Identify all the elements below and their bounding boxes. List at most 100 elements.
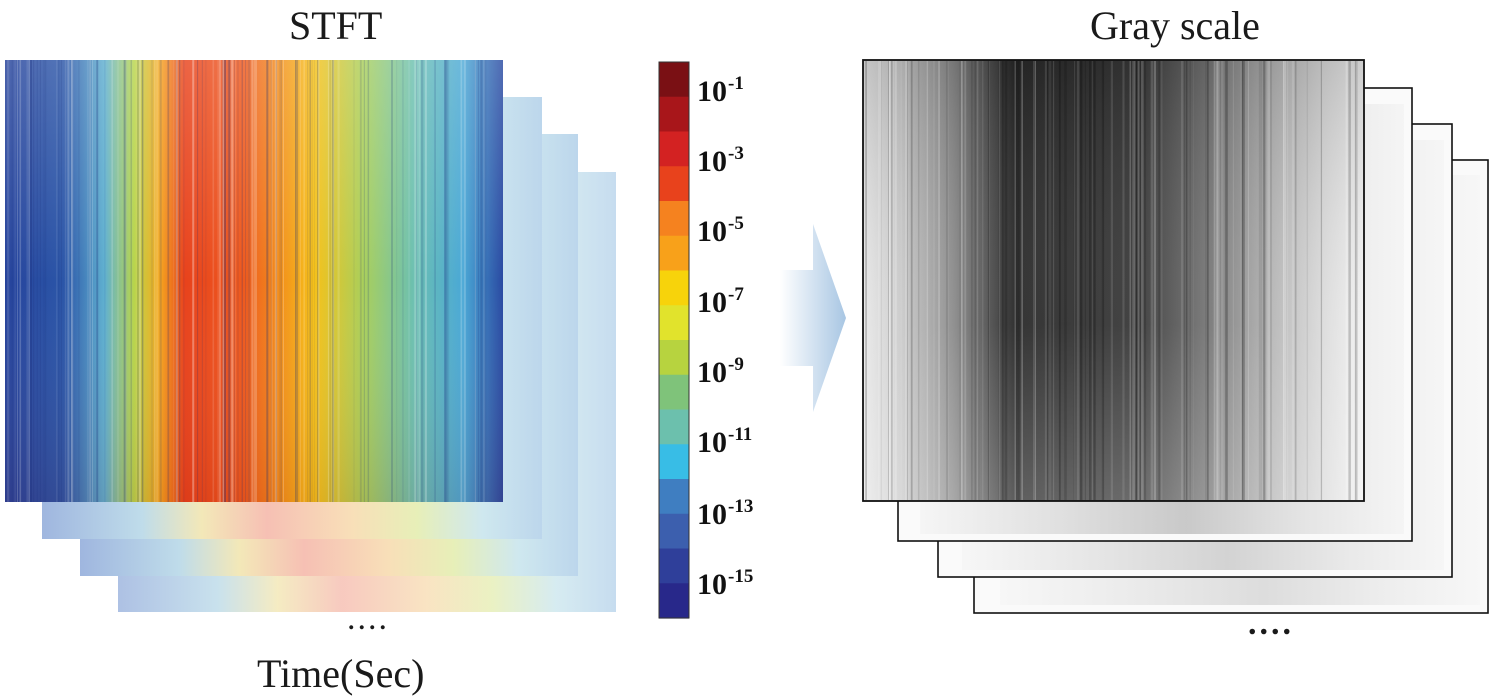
grayscale-streak xyxy=(1215,61,1218,500)
spectrogram-streak xyxy=(483,60,486,502)
grayscale-streak xyxy=(865,61,867,500)
spectrogram-streak xyxy=(231,60,235,502)
grayscale-streak xyxy=(926,61,928,500)
grayscale-streak xyxy=(1241,61,1243,500)
grayscale-streak xyxy=(1045,61,1047,500)
gray-continuation-dots: .... xyxy=(1248,605,1294,642)
spectrogram-streak xyxy=(331,60,332,502)
grayscale-streak xyxy=(1089,61,1091,500)
colorbar-segment xyxy=(659,444,689,480)
spectrogram-streak xyxy=(66,60,69,502)
colorbar-segment xyxy=(659,583,689,619)
spectrogram-streak xyxy=(235,60,237,502)
spectrogram-streak xyxy=(197,60,199,502)
spectrogram-streak xyxy=(307,60,309,502)
spectrogram-streak xyxy=(175,60,178,502)
spectrogram-streak xyxy=(89,60,92,502)
grayscale-streak xyxy=(1134,61,1137,500)
spectrogram-streak xyxy=(130,60,132,502)
grayscale-streak xyxy=(1064,61,1067,500)
spectrogram-streak xyxy=(424,60,427,502)
spectrogram-streak xyxy=(5,60,7,502)
spectrogram-streak xyxy=(280,60,282,502)
grayscale-streak xyxy=(1004,61,1008,500)
colorbar-segment xyxy=(659,305,689,341)
stft-continuation-dots: .... xyxy=(347,600,389,637)
spectrogram-streak xyxy=(43,60,46,502)
grayscale-streak xyxy=(1286,61,1289,500)
colorbar-segment xyxy=(659,166,689,202)
grayscale-streak xyxy=(1079,61,1083,500)
gray-scale-title: Gray scale xyxy=(1090,3,1260,48)
spectrogram-streak xyxy=(253,60,255,502)
spectrogram-streak xyxy=(275,60,277,502)
grayscale-streak xyxy=(1073,61,1075,500)
grayscale-streak xyxy=(1240,61,1242,500)
colorbar-tick: 10-7 xyxy=(697,284,744,319)
spectrogram-streak xyxy=(150,60,154,502)
grayscale-streak xyxy=(1046,61,1048,500)
grayscale-streak xyxy=(1193,61,1194,500)
grayscale-streak xyxy=(1002,61,1003,500)
grayscale-streak xyxy=(1354,61,1358,500)
grayscale-streak xyxy=(1262,61,1266,500)
grayscale-streak xyxy=(894,61,897,500)
spectrogram-streak xyxy=(327,60,330,502)
spectrogram-streak xyxy=(418,60,421,502)
spectrogram-streak xyxy=(309,60,311,502)
grayscale-streak xyxy=(938,61,940,500)
grayscale-streak xyxy=(1053,61,1055,500)
colorbar-segment xyxy=(659,270,689,306)
grayscale-streak xyxy=(918,61,920,500)
spectrogram-streak xyxy=(111,60,113,502)
spectrogram-streak xyxy=(480,60,482,502)
spectrogram-streak xyxy=(71,60,72,502)
stft-frame-front xyxy=(5,60,503,502)
grayscale-streak xyxy=(880,61,882,500)
spectrogram-streak xyxy=(224,60,226,502)
grayscale-streak xyxy=(1267,61,1270,500)
spectrogram-streak xyxy=(279,60,281,502)
spectrogram-streak xyxy=(45,60,47,502)
grayscale-streak xyxy=(1306,61,1308,500)
spectrogram-streak xyxy=(266,60,268,502)
grayscale-streak xyxy=(891,61,893,500)
spectrogram-streak xyxy=(141,60,143,502)
grayscale-streak xyxy=(1017,61,1020,500)
spectrogram-streak xyxy=(58,60,60,502)
colorbar-segment xyxy=(659,409,689,445)
spectrogram-streak xyxy=(396,60,398,502)
spectrogram-streak xyxy=(363,60,365,502)
spectrogram-streak xyxy=(270,60,273,502)
grayscale-streak xyxy=(1160,61,1163,500)
spectrogram-streak xyxy=(124,60,127,502)
spectrogram-streak xyxy=(173,60,175,502)
spectrogram-streak xyxy=(318,60,320,502)
gray-frame-front xyxy=(862,59,1365,502)
grayscale-streak xyxy=(1185,61,1188,500)
grayscale-streak xyxy=(1084,61,1086,500)
grayscale-streak xyxy=(889,61,891,500)
grayscale-streak xyxy=(1091,61,1094,500)
colorbar-segment xyxy=(659,96,689,133)
grayscale-streak xyxy=(1320,61,1323,500)
spectrogram-streak xyxy=(26,60,29,502)
grayscale-streak xyxy=(1044,61,1047,500)
grayscale-streak xyxy=(1283,61,1285,500)
spectrogram-streak xyxy=(30,60,32,502)
spectrogram-streak xyxy=(193,60,194,502)
spectrogram-streak xyxy=(227,60,230,502)
spectrogram-streak xyxy=(475,60,476,502)
grayscale-streak xyxy=(1093,61,1096,500)
spectrogram-streak xyxy=(415,60,418,502)
spectrogram-streak xyxy=(137,60,140,502)
stft-title: STFT xyxy=(289,3,383,48)
grayscale-streak xyxy=(1264,61,1267,500)
colorbar-tick: 10-5 xyxy=(697,213,744,248)
grayscale-streak xyxy=(1014,61,1016,500)
spectrogram-streak xyxy=(266,60,269,502)
spectrogram-streak xyxy=(274,60,278,502)
spectrogram-streak xyxy=(192,60,195,502)
spectrogram-streak xyxy=(332,60,335,502)
